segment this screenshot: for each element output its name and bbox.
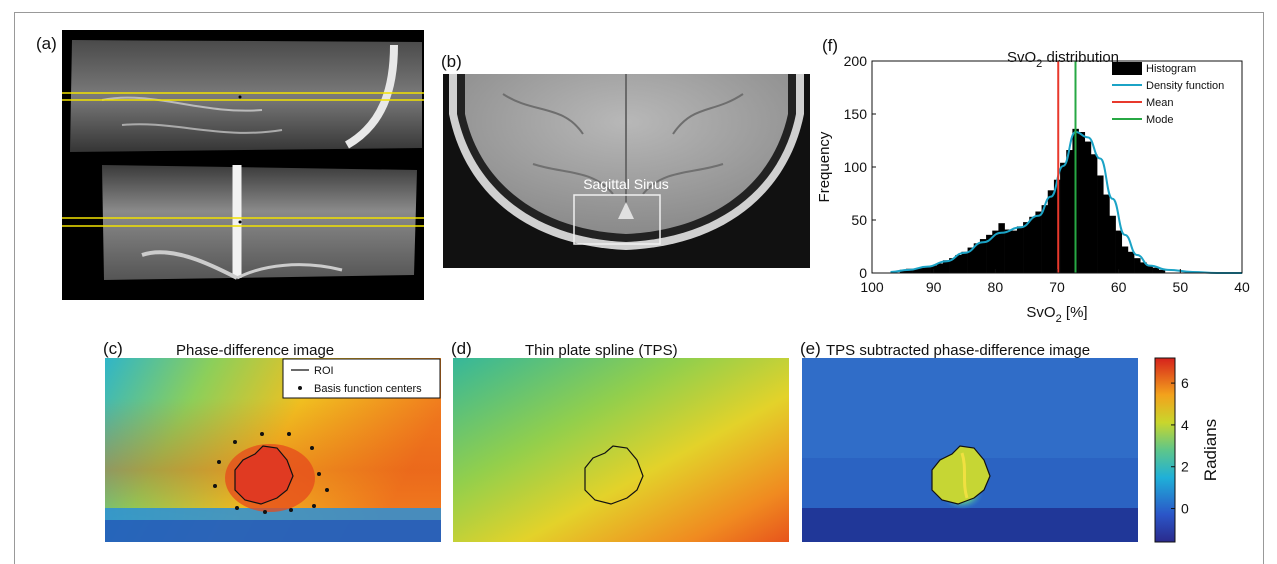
panel-d-title: Thin plate spline (TPS)	[525, 342, 678, 359]
histogram-bar	[1035, 211, 1042, 273]
histogram-bar	[979, 239, 987, 273]
x-tick-label: 60	[1111, 279, 1127, 295]
histogram-bar	[899, 269, 907, 273]
histogram-bar	[973, 243, 981, 273]
histogram-bar	[1127, 251, 1135, 273]
legend-entry: Mode	[1146, 114, 1174, 126]
histogram-bar	[1010, 230, 1018, 273]
histogram-bar	[967, 247, 975, 273]
basis-function-centers	[213, 432, 329, 514]
legend-roi: ROI	[314, 365, 334, 377]
roi-contour	[931, 445, 991, 505]
panel-d-label: (d)	[451, 339, 472, 358]
x-tick-label: 80	[988, 279, 1004, 295]
histogram-bar	[1016, 226, 1024, 273]
x-tick-label: 40	[1234, 279, 1250, 295]
histogram-bar	[905, 268, 913, 273]
chart-legend: Histogram Density function Mean Mode	[1112, 62, 1224, 126]
density-curve	[890, 131, 1242, 274]
chart-title: SvO2 distribution	[1007, 49, 1119, 70]
histogram-bar	[1158, 269, 1166, 273]
histogram-bar	[992, 230, 999, 273]
histogram-bar	[1090, 154, 1098, 273]
panel-f-label: (f)	[822, 36, 839, 55]
histogram-bar	[949, 258, 956, 273]
sinus-roi-box	[573, 194, 661, 245]
panel-c-label: (c)	[103, 339, 123, 358]
panel-d-image	[453, 358, 789, 542]
y-tick-label: 0	[859, 265, 867, 281]
svo2-histogram-chart: SvO2 distribution 100 90 80 70 60 50 40 0 50 100…	[816, 49, 1250, 325]
histogram-bar	[1152, 267, 1160, 273]
histogram-bar	[1029, 216, 1036, 273]
y-tick-label: 150	[844, 106, 868, 122]
histogram-bar	[1140, 262, 1147, 273]
sinus-cross-section	[618, 202, 634, 219]
legend-entry: Histogram	[1146, 63, 1196, 75]
histogram-bar	[1078, 132, 1086, 273]
figure-frame	[14, 12, 1264, 564]
panel-a-label: (a)	[36, 34, 57, 53]
histogram-bar	[1115, 230, 1123, 273]
x-tick-label: 90	[926, 279, 942, 295]
panel-c-title: Phase-difference image	[176, 342, 335, 359]
histogram-bar	[1004, 229, 1012, 273]
histogram-bar	[936, 263, 944, 273]
mip-coronal-region	[102, 165, 417, 280]
y-axis-label: Frequency	[816, 131, 833, 202]
legend-entry: Density function	[1146, 80, 1224, 92]
histogram-bar	[1053, 179, 1061, 273]
x-tick-label: 100	[860, 279, 884, 295]
histogram-bar	[1041, 205, 1049, 273]
sagittal-sinus-vessel	[344, 44, 398, 149]
histogram-bar	[1109, 215, 1116, 273]
histogram-bar	[1146, 265, 1153, 273]
histogram-bar	[1134, 258, 1141, 273]
histogram-bar	[955, 254, 962, 273]
roi-contour	[584, 445, 644, 505]
histogram-bar	[942, 260, 950, 273]
panel-c-image: ROI Basis function centers	[105, 358, 441, 542]
histogram-bar	[1060, 162, 1067, 273]
legend-basis-centers: Basis function centers	[314, 383, 422, 395]
panel-e-title: TPS subtracted phase-difference image	[826, 342, 1091, 359]
x-tick-label: 50	[1173, 279, 1189, 295]
panel-b-image: Sagittal Sinus	[443, 74, 810, 268]
x-axis-label: SvO2 [%]	[1026, 304, 1087, 325]
histogram-bar	[1023, 222, 1030, 273]
colorbar-label: Radians	[1201, 419, 1220, 481]
histogram-bar	[918, 267, 925, 273]
histogram-bar	[1097, 175, 1104, 273]
panel-a-image	[62, 30, 424, 300]
legend-entry: Mean	[1146, 97, 1174, 109]
histogram-bar	[1047, 190, 1055, 273]
colorbar-gradient	[1154, 357, 1176, 543]
histogram-bar	[912, 268, 919, 273]
histogram-bar	[1066, 150, 1073, 273]
histogram-bar	[986, 234, 993, 273]
panel-e-label: (e)	[800, 339, 821, 358]
sinus-annotation: Sagittal Sinus	[583, 176, 669, 192]
colorbar-tick-label: 0	[1181, 501, 1189, 517]
colorbar-tick-label: 4	[1181, 417, 1189, 433]
histogram-bar	[924, 266, 931, 273]
histogram-bar	[1103, 194, 1110, 273]
y-tick-label: 200	[844, 53, 868, 69]
histogram-bar	[961, 251, 968, 273]
colorbar: 6 4 2 0 Radians	[1154, 357, 1220, 543]
panel-c-legend	[282, 358, 441, 399]
panel-b-label: (b)	[441, 52, 462, 71]
legend-swatch	[1112, 62, 1142, 75]
histogram-bar	[1121, 246, 1129, 273]
mip-sagittal-region	[70, 40, 422, 152]
x-tick-label: 70	[1049, 279, 1065, 295]
roi-contour	[234, 445, 294, 505]
y-tick-label: 100	[844, 159, 868, 175]
histogram-bar	[1084, 141, 1092, 273]
y-tick-label: 50	[851, 212, 867, 228]
panel-e-image	[802, 358, 1138, 542]
histogram-bar	[998, 223, 1005, 273]
colorbar-tick-label: 6	[1181, 375, 1189, 391]
colorbar-tick-label: 2	[1181, 459, 1189, 475]
